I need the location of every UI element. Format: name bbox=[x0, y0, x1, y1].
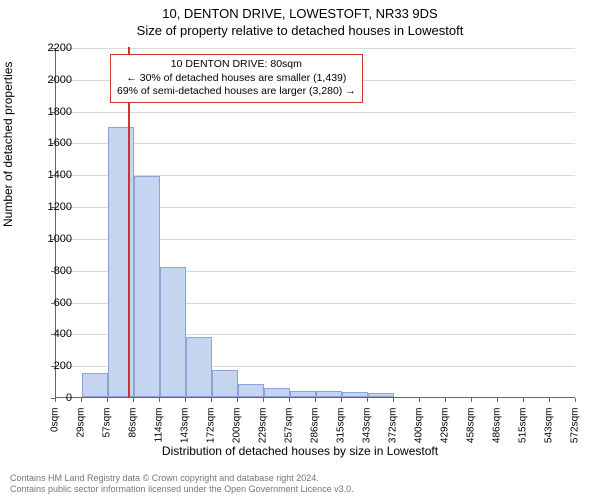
histogram-bar bbox=[264, 388, 290, 397]
histogram-chart: 10, DENTON DRIVE, LOWESTOFT, NR33 9DS Si… bbox=[0, 0, 600, 500]
x-tick-label: 114sqm bbox=[154, 408, 165, 448]
histogram-bar bbox=[212, 370, 238, 397]
annotation-box: 10 DENTON DRIVE: 80sqm ← 30% of detached… bbox=[110, 54, 363, 103]
histogram-bar bbox=[316, 391, 342, 397]
x-tick-mark bbox=[497, 398, 498, 402]
x-tick-mark bbox=[445, 398, 446, 402]
x-tick-mark bbox=[159, 398, 160, 402]
x-tick-label: 57sqm bbox=[102, 408, 113, 448]
x-tick-mark bbox=[393, 398, 394, 402]
annotation-line-1: 10 DENTON DRIVE: 80sqm bbox=[117, 58, 356, 72]
x-tick-mark bbox=[55, 398, 56, 402]
x-tick-mark bbox=[341, 398, 342, 402]
annotation-line-2: ← 30% of detached houses are smaller (1,… bbox=[117, 72, 356, 86]
grid-line bbox=[56, 48, 575, 49]
x-tick-mark bbox=[263, 398, 264, 402]
x-tick-label: 229sqm bbox=[258, 408, 269, 448]
x-tick-mark bbox=[575, 398, 576, 402]
x-tick-label: 372sqm bbox=[388, 408, 399, 448]
footer-line-1: Contains HM Land Registry data © Crown c… bbox=[10, 473, 354, 485]
x-tick-label: 315sqm bbox=[336, 408, 347, 448]
y-tick-mark bbox=[51, 175, 55, 176]
chart-title: 10, DENTON DRIVE, LOWESTOFT, NR33 9DS bbox=[0, 0, 600, 21]
chart-subtitle: Size of property relative to detached ho… bbox=[0, 21, 600, 38]
x-tick-label: 572sqm bbox=[570, 408, 581, 448]
x-tick-mark bbox=[419, 398, 420, 402]
x-tick-label: 429sqm bbox=[440, 408, 451, 448]
x-tick-mark bbox=[367, 398, 368, 402]
y-tick-mark bbox=[51, 334, 55, 335]
x-tick-label: 343sqm bbox=[362, 408, 373, 448]
y-tick-mark bbox=[51, 207, 55, 208]
histogram-bar bbox=[82, 373, 108, 397]
y-tick-mark bbox=[51, 143, 55, 144]
x-tick-label: 400sqm bbox=[414, 408, 425, 448]
y-tick-mark bbox=[51, 112, 55, 113]
x-tick-label: 257sqm bbox=[284, 408, 295, 448]
x-tick-label: 543sqm bbox=[544, 408, 555, 448]
y-tick-mark bbox=[51, 239, 55, 240]
x-tick-label: 200sqm bbox=[232, 408, 243, 448]
x-tick-label: 286sqm bbox=[310, 408, 321, 448]
y-axis-label: Number of detached properties bbox=[1, 62, 15, 227]
x-tick-mark bbox=[523, 398, 524, 402]
histogram-bar bbox=[134, 176, 160, 397]
x-tick-mark bbox=[107, 398, 108, 402]
x-tick-label: 172sqm bbox=[206, 408, 217, 448]
x-tick-mark bbox=[315, 398, 316, 402]
footer-attribution: Contains HM Land Registry data © Crown c… bbox=[10, 473, 354, 496]
grid-line bbox=[56, 112, 575, 113]
histogram-bar bbox=[342, 392, 368, 397]
x-tick-mark bbox=[549, 398, 550, 402]
footer-line-2: Contains public sector information licen… bbox=[10, 484, 354, 496]
x-tick-label: 458sqm bbox=[466, 408, 477, 448]
y-tick-mark bbox=[51, 271, 55, 272]
histogram-bar bbox=[186, 337, 212, 397]
histogram-bar bbox=[368, 393, 394, 397]
histogram-bar bbox=[238, 384, 264, 397]
x-tick-mark bbox=[289, 398, 290, 402]
x-tick-label: 29sqm bbox=[76, 408, 87, 448]
annotation-line-3: 69% of semi-detached houses are larger (… bbox=[117, 85, 356, 99]
y-tick-mark bbox=[51, 48, 55, 49]
x-tick-mark bbox=[133, 398, 134, 402]
x-tick-mark bbox=[471, 398, 472, 402]
x-tick-label: 143sqm bbox=[180, 408, 191, 448]
x-tick-label: 515sqm bbox=[518, 408, 529, 448]
histogram-bar bbox=[160, 267, 186, 397]
y-tick-mark bbox=[51, 80, 55, 81]
y-tick-mark bbox=[51, 366, 55, 367]
histogram-bar bbox=[290, 391, 316, 397]
x-tick-mark bbox=[237, 398, 238, 402]
y-tick-mark bbox=[51, 303, 55, 304]
x-tick-label: 486sqm bbox=[492, 408, 503, 448]
x-tick-mark bbox=[211, 398, 212, 402]
x-tick-mark bbox=[81, 398, 82, 402]
x-tick-mark bbox=[185, 398, 186, 402]
x-tick-label: 86sqm bbox=[128, 408, 139, 448]
x-tick-label: 0sqm bbox=[50, 408, 61, 448]
x-axis-label: Distribution of detached houses by size … bbox=[0, 444, 600, 458]
